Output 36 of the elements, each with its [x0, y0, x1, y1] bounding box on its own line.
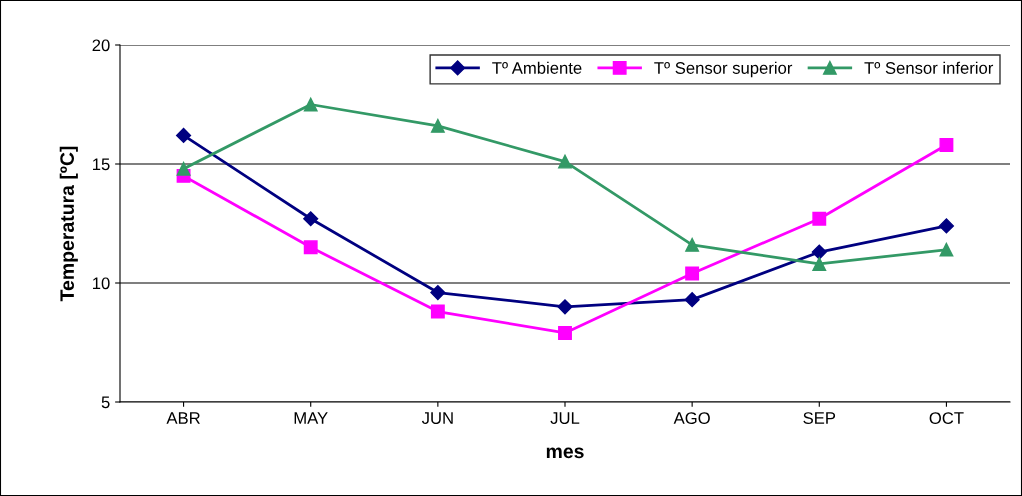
y-tick-label: 10 — [93, 277, 110, 290]
y-tick-label: 20 — [92, 39, 110, 52]
y-tick-label: 5 — [101, 396, 110, 409]
point — [303, 97, 318, 112]
y-tick-label: 15 — [93, 158, 110, 171]
point — [558, 326, 572, 340]
point — [685, 266, 700, 281]
x-axis-title: mes — [546, 447, 584, 459]
point — [430, 118, 445, 133]
point — [557, 299, 573, 315]
point — [558, 154, 572, 169]
point — [176, 127, 192, 144]
point — [430, 284, 446, 301]
legend-label: Tº Sensor superior — [654, 61, 793, 78]
point — [811, 244, 827, 260]
point — [303, 211, 319, 227]
y-axis-title: Temperatura [ºC] — [59, 146, 78, 302]
point — [939, 138, 954, 152]
x-tick-label: SEP — [803, 412, 836, 424]
point — [812, 211, 827, 226]
point — [430, 304, 445, 319]
point — [685, 237, 700, 252]
x-tick-label: AGO — [673, 412, 710, 424]
point — [938, 218, 954, 234]
point — [303, 240, 318, 255]
point — [939, 242, 954, 257]
x-tick-label: JUN — [421, 412, 453, 424]
point — [684, 292, 700, 308]
legend-label: Tº Ambiente — [492, 61, 582, 74]
x-tick-label: OCT — [929, 412, 964, 424]
x-tick-label: MAY — [294, 412, 328, 424]
point — [812, 257, 827, 271]
x-tick-label: JUL — [550, 412, 580, 424]
point — [176, 161, 191, 176]
legend-label: Tº Sensor inferior — [864, 61, 994, 74]
x-tick-label: ABR — [166, 412, 200, 424]
